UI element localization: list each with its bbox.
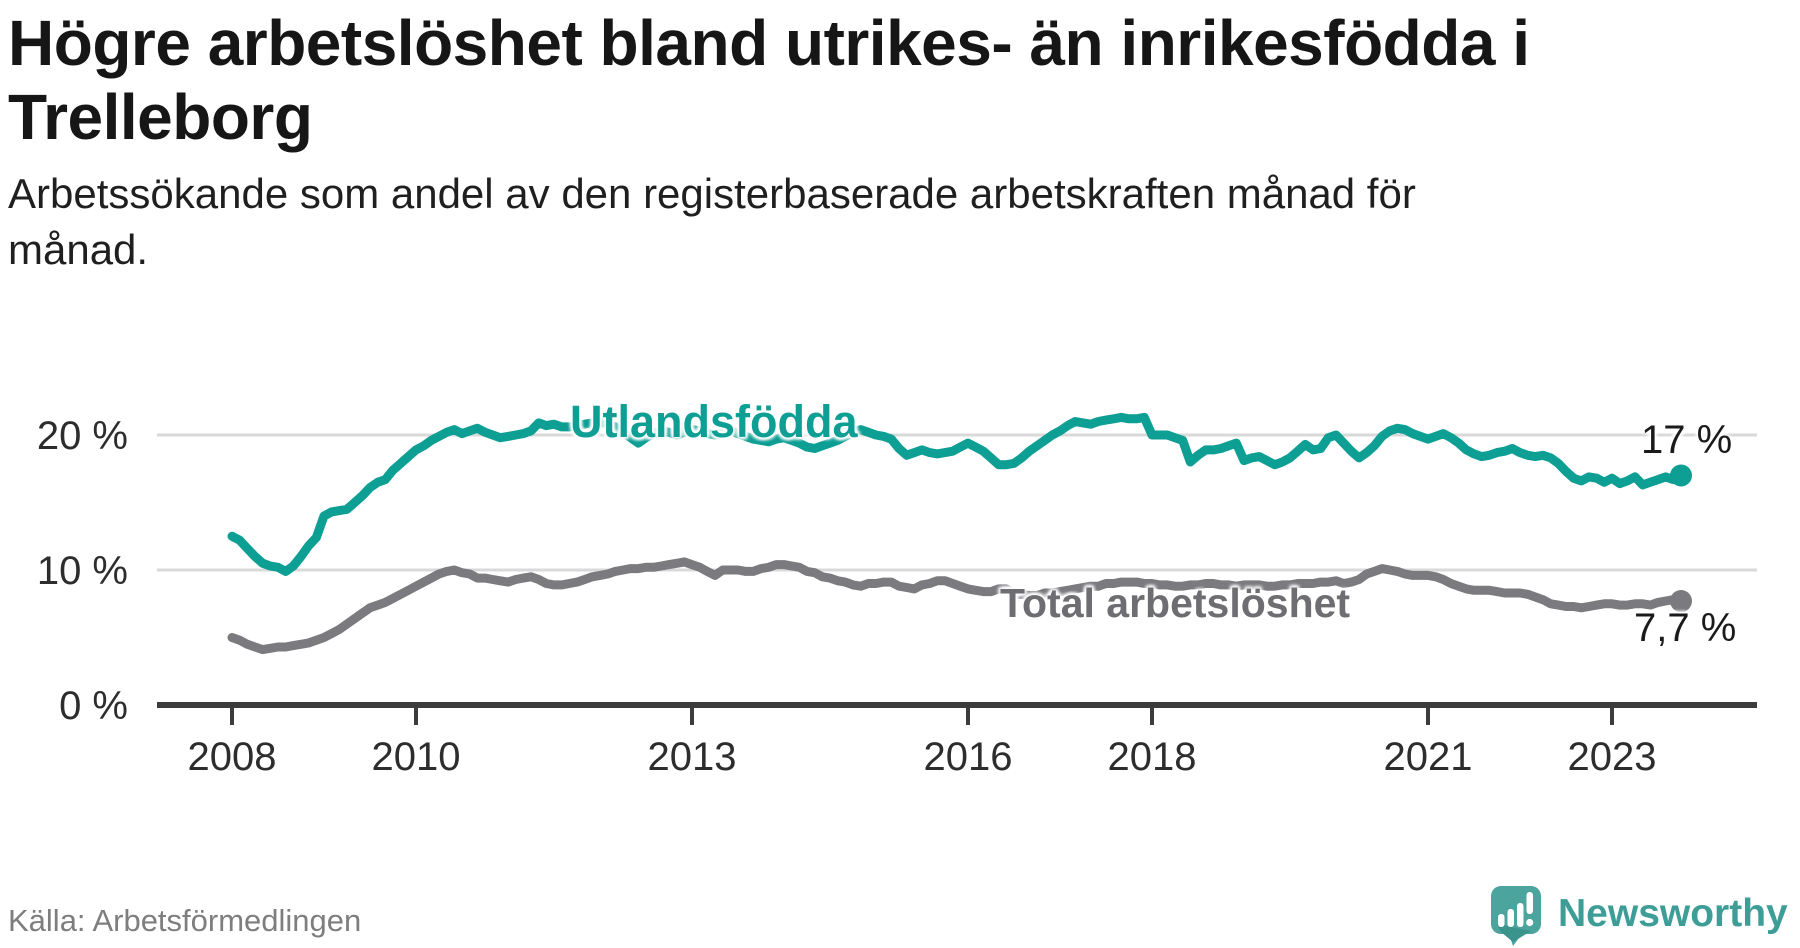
source-attribution: Källa: Arbetsförmedlingen bbox=[8, 903, 362, 938]
logo-bar-1 bbox=[1498, 914, 1505, 927]
x-tick-label-2008: 2008 bbox=[188, 735, 277, 779]
brand-name: Newsworthy bbox=[1558, 892, 1788, 935]
end-value-label-utlandsfodda: 17 % bbox=[1641, 418, 1733, 462]
logo-shadow bbox=[1497, 924, 1531, 942]
logo-bar-2 bbox=[1507, 909, 1514, 927]
series-end-dot-utlandsf-dda bbox=[1670, 464, 1692, 487]
series-end-dot-total-arbetsl-shet bbox=[1670, 590, 1692, 613]
page-title: Högre arbetslöshet bland utrikes- än inr… bbox=[8, 7, 1530, 154]
logo-exclamation-dot bbox=[1526, 918, 1534, 927]
x-tick-label-2018: 2018 bbox=[1108, 735, 1197, 779]
logo-bar-3 bbox=[1517, 903, 1524, 927]
x-tick-label-2023: 2023 bbox=[1568, 735, 1657, 779]
series-line-total-arbetsl-shet bbox=[227, 557, 1686, 655]
series-label-utlandsfodda: Utlandsfödda bbox=[570, 396, 858, 447]
end-value-label-total: 7,7 % bbox=[1634, 606, 1737, 650]
y-tick-label-10: 10 % bbox=[37, 549, 128, 593]
series-label-total-arbetsloshet: Total arbetslöshet bbox=[1000, 580, 1351, 626]
x-tick-label-2010: 2010 bbox=[372, 735, 461, 779]
x-tick-label-2021: 2021 bbox=[1384, 735, 1473, 779]
brand-footer: Newsworthy bbox=[1488, 884, 1788, 948]
y-tick-label-0: 0 % bbox=[59, 684, 128, 728]
chart-subtitle: Arbetssökande som andel av den registerb… bbox=[8, 170, 1416, 273]
y-tick-label-20: 20 % bbox=[37, 414, 128, 458]
series-line-utlandsf-dda bbox=[227, 412, 1686, 576]
newsworthy-logo-icon bbox=[1491, 886, 1541, 946]
logo-exclamation-bar bbox=[1526, 892, 1533, 914]
x-tick-label-2016: 2016 bbox=[924, 735, 1013, 779]
x-tick-label-2013: 2013 bbox=[648, 735, 737, 779]
